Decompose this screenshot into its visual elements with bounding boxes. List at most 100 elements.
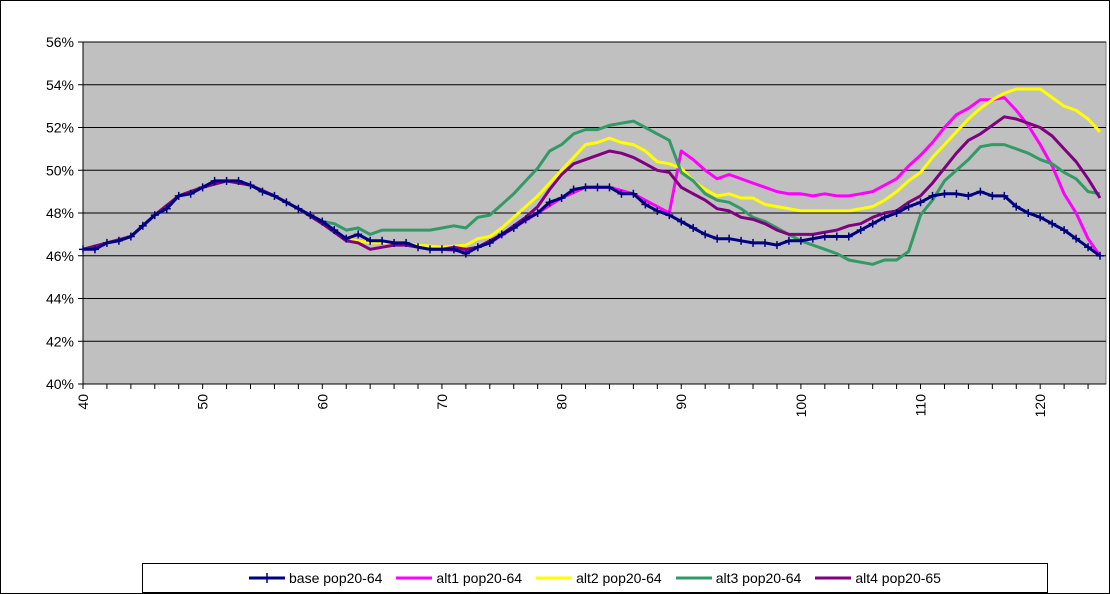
legend-item: base pop20-64 — [249, 570, 382, 586]
legend-item: alt2 pop20-64 — [536, 570, 662, 586]
series-line-alt4-pop20-65 — [82, 115, 1102, 251]
data-point — [952, 189, 961, 198]
data-point — [186, 189, 195, 198]
y-tick-label: 48% — [46, 205, 74, 221]
data-point — [689, 223, 698, 232]
tick-labels: 40% 42% 44% 46% 48% 50% 52% 54% 56% 40 50 60 70 80 90 1… — [46, 34, 1048, 417]
data-point — [725, 234, 734, 243]
data-point — [1036, 213, 1045, 222]
y-tick-label: 56% — [46, 34, 74, 50]
x-tick-label: 80 — [554, 394, 570, 410]
data-point — [557, 194, 566, 203]
data-point — [222, 176, 231, 185]
data-point — [174, 191, 183, 200]
data-point — [796, 236, 805, 245]
data-point — [378, 236, 387, 245]
legend-item: alt4 pop20-65 — [815, 570, 941, 586]
y-tick-label: 40% — [46, 376, 74, 392]
data-point — [581, 183, 590, 192]
legend-item: alt1 pop20-64 — [396, 570, 522, 586]
data-point — [449, 245, 458, 254]
data-point — [761, 238, 769, 247]
data-point — [306, 211, 315, 220]
data-point — [1048, 219, 1057, 228]
data-point — [294, 204, 303, 213]
data-point — [1012, 202, 1021, 211]
data-point — [665, 211, 674, 220]
y-tick-label: 44% — [46, 291, 74, 307]
data-point — [904, 202, 913, 211]
data-point — [210, 176, 219, 185]
data-point — [366, 236, 375, 245]
data-point — [198, 183, 207, 192]
data-point — [593, 183, 602, 192]
data-point — [90, 245, 99, 254]
data-point — [880, 213, 889, 222]
data-point — [856, 226, 865, 235]
data-point — [1084, 243, 1093, 252]
data-point — [509, 223, 518, 232]
y-tick-label: 52% — [46, 120, 74, 136]
data-point — [940, 189, 949, 198]
data-point — [126, 232, 135, 241]
data-point — [868, 219, 877, 228]
data-point — [318, 217, 327, 226]
series-line-base-pop20-64 — [83, 179, 1101, 258]
data-point — [425, 245, 434, 254]
data-point — [784, 236, 793, 245]
data-point — [892, 209, 901, 217]
data-point — [402, 238, 411, 247]
x-tick-label: 70 — [434, 394, 450, 410]
series-layer — [79, 87, 1105, 266]
data-point — [79, 245, 87, 254]
grid-lines — [83, 41, 1106, 342]
data-point — [1096, 251, 1105, 260]
legend-swatch — [815, 576, 852, 580]
data-point — [832, 232, 841, 241]
data-point — [677, 217, 686, 226]
legend-item: alt3 pop20-64 — [675, 570, 802, 586]
y-tick-label: 50% — [46, 162, 74, 178]
data-point — [629, 189, 638, 198]
legend: base pop20-64 alt1 pop20-64 alt2 pop20-64 a… — [142, 563, 1048, 593]
data-point — [808, 234, 817, 243]
legend-label: alt1 pop20-64 — [436, 570, 523, 586]
data-point — [497, 230, 506, 239]
x-tick-label: 90 — [673, 394, 689, 410]
legend-label: alt3 pop20-64 — [715, 570, 802, 586]
data-point — [390, 238, 399, 247]
data-point — [605, 183, 614, 192]
data-point — [701, 230, 710, 239]
data-point — [928, 191, 937, 200]
data-point — [461, 249, 470, 258]
legend-swatch — [249, 573, 285, 583]
data-point — [437, 245, 446, 254]
data-point — [150, 211, 159, 220]
data-point — [138, 221, 147, 230]
data-point — [844, 232, 853, 241]
data-point — [976, 187, 985, 196]
data-point — [737, 236, 746, 245]
x-tick-label: 60 — [314, 394, 330, 410]
legend-label: alt4 pop20-65 — [855, 570, 941, 586]
series-line-alt2-pop20-64 — [82, 87, 1102, 251]
data-point — [114, 236, 123, 245]
data-point — [270, 191, 279, 200]
data-point — [414, 243, 423, 252]
y-tick-label: 46% — [46, 248, 74, 264]
data-point — [1000, 191, 1009, 200]
data-point — [617, 189, 626, 198]
data-point — [641, 200, 650, 209]
data-point — [988, 191, 997, 200]
data-point — [162, 204, 171, 213]
data-point — [234, 176, 243, 185]
axes — [78, 41, 1106, 389]
data-point — [102, 238, 111, 247]
data-point — [258, 187, 267, 196]
data-point — [1024, 209, 1033, 217]
data-point — [569, 185, 578, 194]
data-point — [653, 206, 662, 215]
data-point — [473, 243, 482, 252]
data-point — [533, 209, 542, 217]
